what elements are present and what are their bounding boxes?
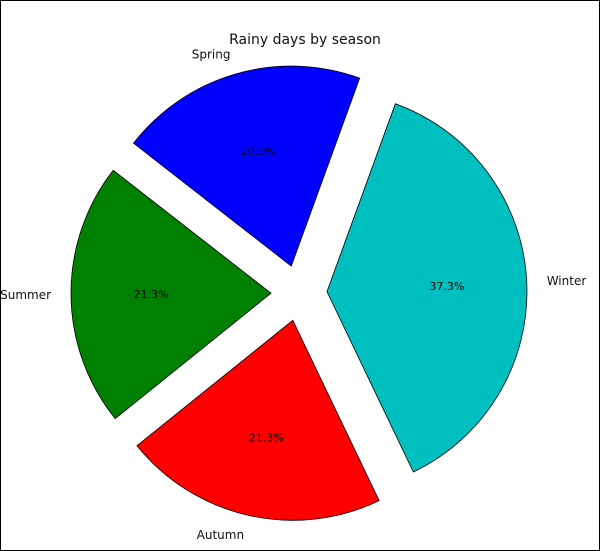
slice-spring — [132, 65, 361, 267]
chart-title: Rainy days by season — [229, 32, 381, 48]
percent-label-spring: 20.0% — [241, 145, 276, 158]
percent-label-autumn: 21.3% — [249, 431, 284, 444]
category-label-summer: Summer — [1, 288, 51, 302]
slice-summer — [70, 169, 272, 420]
category-label-spring: Spring — [192, 48, 231, 62]
slice-autumn — [136, 319, 380, 521]
percent-label-summer: 21.3% — [134, 288, 169, 301]
category-label-autumn: Autumn — [197, 528, 244, 542]
percent-label-winter: 37.3% — [429, 280, 464, 293]
category-label-winter: Winter — [547, 274, 587, 288]
pie-slices: 20.0% Spring 21.3% Summer 21.3% Autumn 37.3% Wi… — [1, 48, 586, 542]
slice-winter — [326, 103, 528, 473]
